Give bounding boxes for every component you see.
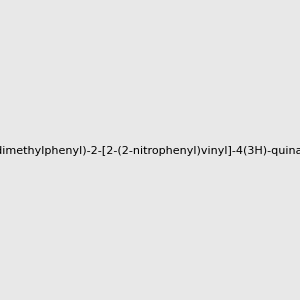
Text: 3-(2,4-dimethylphenyl)-2-[2-(2-nitrophenyl)vinyl]-4(3H)-quinazolinone: 3-(2,4-dimethylphenyl)-2-[2-(2-nitrophen…: [0, 146, 300, 157]
